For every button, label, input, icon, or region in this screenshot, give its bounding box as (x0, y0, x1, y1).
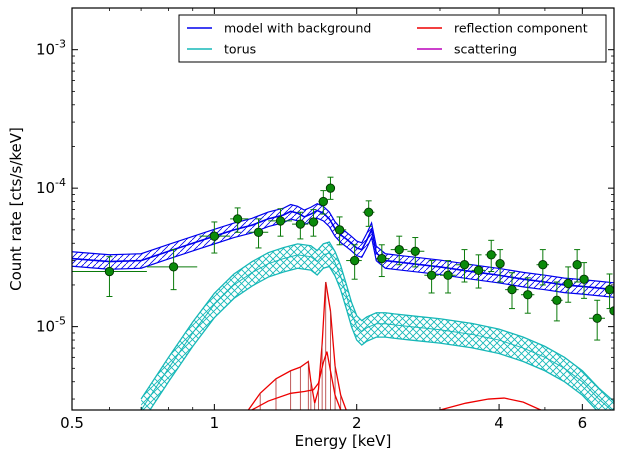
data-marker (308, 217, 319, 227)
axis-ticks: 0.5 1 2 4 6 10-3 10-4 10-5 (36, 7, 615, 432)
torus-upper-line (140, 241, 614, 402)
data-point (346, 244, 362, 280)
data-marker (295, 219, 305, 229)
data-marker (232, 214, 243, 224)
reflection-line-0 (247, 281, 347, 410)
data-marker (209, 231, 220, 241)
x-tick-label: 0.5 (60, 414, 84, 432)
data-point (318, 190, 328, 215)
data-point (563, 266, 573, 303)
data-point (495, 249, 505, 283)
data-point (199, 221, 231, 254)
data-marker (507, 284, 517, 295)
data-point (505, 272, 519, 310)
data-marker (426, 270, 437, 280)
legend-label: reflection component (454, 21, 588, 36)
legend-box (178, 14, 607, 63)
reflection-line-2 (439, 397, 542, 410)
data-marker (377, 253, 387, 264)
data-marker (523, 290, 533, 300)
data-point (589, 299, 606, 341)
data-marker (459, 260, 470, 270)
data-point (390, 235, 408, 266)
legend-entry: reflection component (417, 21, 588, 36)
data-point (308, 209, 319, 237)
data-point (439, 260, 456, 294)
data-point (248, 218, 269, 249)
data-marker (538, 260, 548, 270)
data-point (407, 237, 425, 268)
legend: model with background reflection componen… (178, 14, 607, 63)
y-axis-label: Count rate [cts/s/keV] (7, 127, 25, 291)
data-point (268, 208, 293, 237)
model-line (72, 209, 614, 291)
data-marker (318, 196, 328, 207)
data-point (325, 176, 336, 200)
y-tick-label: 10-4 (36, 176, 66, 197)
y-tick-label: 10-3 (36, 38, 66, 59)
data-point (230, 207, 249, 233)
data-marker (168, 262, 179, 272)
data-point (536, 249, 549, 286)
data-point (72, 256, 147, 298)
data-point (292, 211, 309, 240)
data-marker (473, 265, 484, 275)
data-marker (563, 278, 573, 289)
model-lower-line (72, 217, 614, 298)
reflection-line-1 (251, 351, 342, 410)
x-tick-label: 1 (210, 414, 220, 432)
plot-frame (71, 7, 615, 411)
torus-band (141, 242, 614, 410)
data-marker (592, 313, 602, 323)
data-marker (349, 255, 360, 266)
data-marker (275, 216, 286, 226)
x-axis-label: Energy [keV] (295, 432, 392, 450)
data-point (550, 281, 563, 322)
data-point (485, 239, 498, 273)
y-tick-label: 10-5 (36, 315, 66, 336)
data-marker (364, 207, 374, 217)
data-point (376, 244, 389, 278)
data-marker (334, 225, 345, 235)
data-point (333, 216, 347, 246)
data-marker (572, 260, 582, 270)
legend-entry: torus (187, 42, 256, 57)
data-marker (253, 227, 264, 237)
plot-layer (72, 176, 614, 410)
data-point (424, 260, 439, 294)
legend-label: scattering (454, 42, 517, 57)
data-point (572, 249, 582, 283)
torus-line (140, 252, 612, 410)
data-point (362, 200, 375, 227)
data-marker (394, 244, 404, 255)
data-point (471, 254, 486, 289)
data-point (520, 277, 535, 314)
legend-entry: scattering (417, 42, 517, 57)
x-tick-label: 6 (578, 414, 588, 432)
data-marker (486, 250, 496, 260)
legend-label: torus (224, 42, 256, 57)
data-marker (495, 258, 505, 269)
data-marker (552, 295, 562, 305)
data-point (455, 249, 472, 283)
legend-entry: model with background (187, 21, 371, 36)
data-marker (579, 274, 589, 284)
data-marker (325, 183, 336, 193)
x-tick-label: 4 (494, 414, 504, 432)
legend-label: model with background (224, 21, 371, 36)
x-tick-label: 2 (352, 414, 362, 432)
data-point (579, 262, 589, 299)
data-marker (104, 266, 115, 277)
data-marker (443, 270, 453, 280)
data-point (146, 249, 198, 291)
data-marker (410, 246, 420, 256)
torus-lower-line (149, 265, 598, 410)
